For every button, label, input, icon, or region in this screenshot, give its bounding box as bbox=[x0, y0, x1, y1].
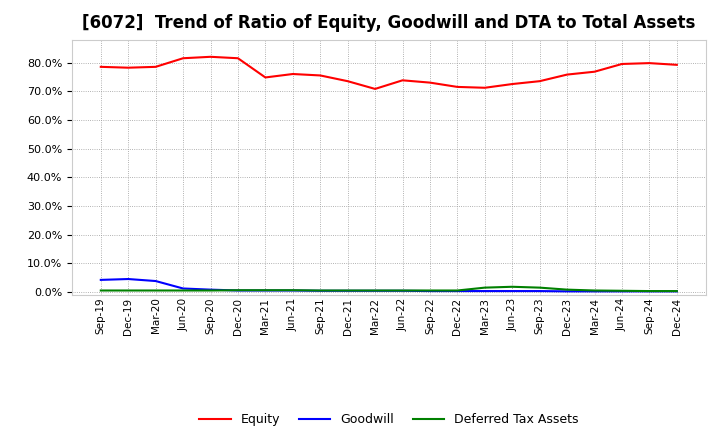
Legend: Equity, Goodwill, Deferred Tax Assets: Equity, Goodwill, Deferred Tax Assets bbox=[194, 408, 583, 431]
Equity bbox=[645, 60, 654, 66]
Deferred Tax Assets bbox=[590, 288, 599, 293]
Goodwill bbox=[289, 288, 297, 293]
Deferred Tax Assets bbox=[261, 288, 270, 293]
Deferred Tax Assets bbox=[672, 289, 681, 294]
Deferred Tax Assets bbox=[151, 288, 160, 293]
Equity bbox=[426, 80, 434, 85]
Deferred Tax Assets bbox=[343, 288, 352, 293]
Equity bbox=[206, 54, 215, 59]
Equity bbox=[618, 61, 626, 66]
Goodwill bbox=[536, 289, 544, 294]
Equity bbox=[233, 55, 242, 61]
Equity bbox=[261, 75, 270, 80]
Equity bbox=[672, 62, 681, 67]
Equity bbox=[590, 69, 599, 74]
Goodwill bbox=[618, 289, 626, 294]
Goodwill bbox=[151, 279, 160, 284]
Deferred Tax Assets bbox=[508, 284, 516, 290]
Equity bbox=[371, 86, 379, 92]
Equity bbox=[289, 71, 297, 77]
Goodwill bbox=[343, 288, 352, 293]
Equity bbox=[124, 65, 132, 70]
Deferred Tax Assets bbox=[179, 288, 187, 293]
Equity bbox=[343, 78, 352, 84]
Goodwill bbox=[480, 289, 489, 294]
Deferred Tax Assets bbox=[426, 288, 434, 293]
Equity bbox=[480, 85, 489, 90]
Equity bbox=[179, 55, 187, 61]
Equity bbox=[398, 78, 407, 83]
Goodwill bbox=[233, 288, 242, 293]
Equity bbox=[151, 64, 160, 70]
Goodwill bbox=[316, 288, 325, 293]
Equity bbox=[508, 81, 516, 87]
Goodwill bbox=[563, 289, 572, 294]
Deferred Tax Assets bbox=[480, 285, 489, 290]
Equity bbox=[96, 64, 105, 70]
Deferred Tax Assets bbox=[563, 287, 572, 292]
Goodwill bbox=[371, 288, 379, 293]
Title: [6072]  Trend of Ratio of Equity, Goodwill and DTA to Total Assets: [6072] Trend of Ratio of Equity, Goodwil… bbox=[82, 15, 696, 33]
Goodwill bbox=[672, 289, 681, 294]
Deferred Tax Assets bbox=[316, 288, 325, 293]
Deferred Tax Assets bbox=[233, 288, 242, 293]
Deferred Tax Assets bbox=[96, 288, 105, 293]
Deferred Tax Assets bbox=[289, 288, 297, 293]
Deferred Tax Assets bbox=[398, 288, 407, 293]
Goodwill bbox=[179, 286, 187, 291]
Equity bbox=[536, 78, 544, 84]
Equity bbox=[453, 84, 462, 90]
Goodwill bbox=[124, 276, 132, 282]
Deferred Tax Assets bbox=[124, 288, 132, 293]
Deferred Tax Assets bbox=[453, 288, 462, 293]
Deferred Tax Assets bbox=[206, 288, 215, 293]
Line: Goodwill: Goodwill bbox=[101, 279, 677, 291]
Deferred Tax Assets bbox=[645, 289, 654, 294]
Goodwill bbox=[645, 289, 654, 294]
Deferred Tax Assets bbox=[618, 288, 626, 293]
Goodwill bbox=[590, 289, 599, 294]
Line: Deferred Tax Assets: Deferred Tax Assets bbox=[101, 287, 677, 291]
Goodwill bbox=[426, 289, 434, 294]
Deferred Tax Assets bbox=[536, 285, 544, 290]
Deferred Tax Assets bbox=[371, 288, 379, 293]
Goodwill bbox=[453, 289, 462, 294]
Line: Equity: Equity bbox=[101, 57, 677, 89]
Goodwill bbox=[398, 288, 407, 293]
Goodwill bbox=[261, 288, 270, 293]
Goodwill bbox=[206, 287, 215, 292]
Goodwill bbox=[96, 277, 105, 282]
Equity bbox=[563, 72, 572, 77]
Equity bbox=[316, 73, 325, 78]
Goodwill bbox=[508, 289, 516, 294]
